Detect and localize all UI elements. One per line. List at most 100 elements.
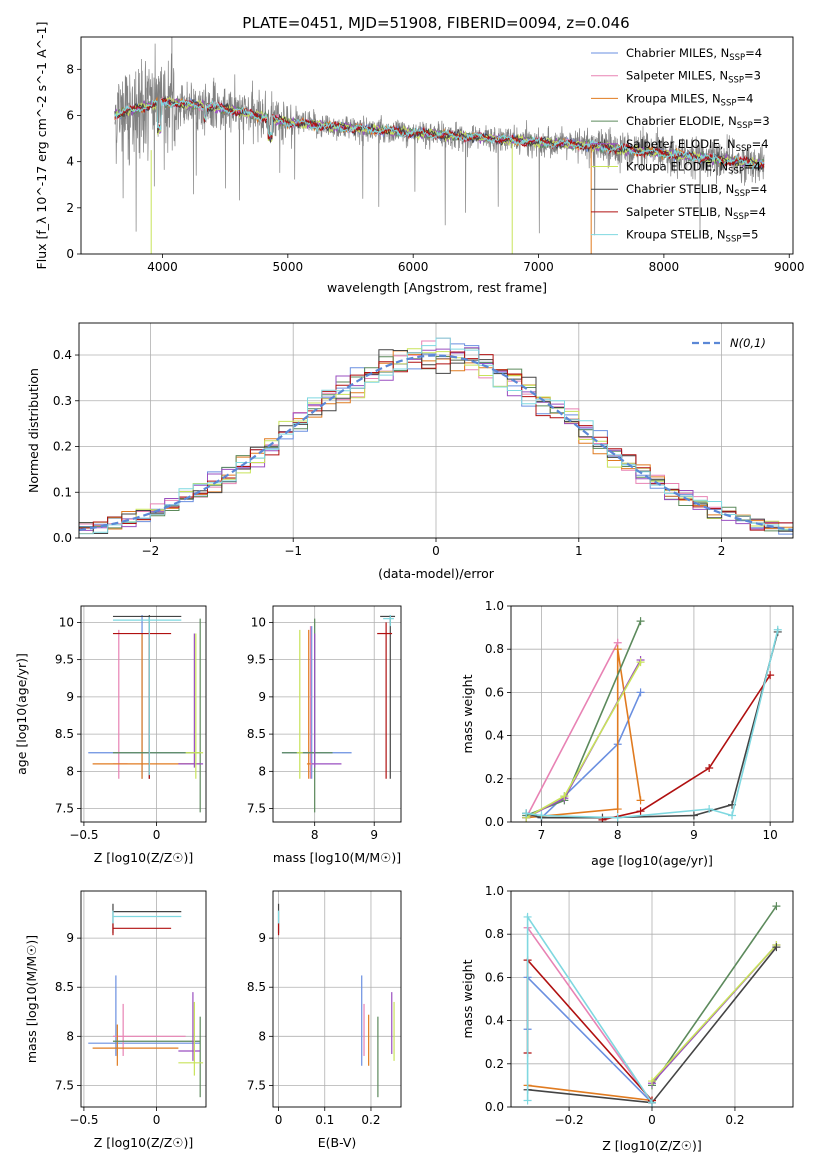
y-tick-label: 9 xyxy=(258,690,266,704)
y-tick-label: 9 xyxy=(66,931,74,945)
weight-marker xyxy=(772,902,781,911)
histogram-4 xyxy=(79,347,793,531)
weight-marker xyxy=(773,625,782,634)
x-axis-label: wavelength [Angstrom, rest frame] xyxy=(327,280,547,295)
weight-series-7 xyxy=(526,957,653,1102)
plot-area xyxy=(523,902,781,1107)
y-tick-label: 0.4 xyxy=(485,1014,504,1028)
y-tick-label: 8.5 xyxy=(247,727,266,741)
x-tick-label: 6000 xyxy=(398,260,429,274)
y-tick-label: 9 xyxy=(258,931,266,945)
weight-marker xyxy=(689,811,698,820)
grid xyxy=(273,891,401,1107)
axes-mass-vs-Z: −0.5 0 7.5 8 8.5 9 Z [log10(Z/Z☉)] mass [log10(… xyxy=(24,890,207,1150)
axes-frame xyxy=(80,36,794,255)
legend-label: Kroupa MILES, NSSP=4 xyxy=(626,91,753,108)
weight-series-3 xyxy=(651,905,778,1086)
y-tick-label: 0.2 xyxy=(485,1057,504,1071)
spectrum-legend: Chabrier MILES, NSSP=4 Salpeter MILES, NS… xyxy=(591,46,770,245)
plot-area xyxy=(88,614,204,813)
grid xyxy=(511,605,793,823)
plot-area xyxy=(281,614,396,813)
plot-area xyxy=(79,337,793,535)
y-tick-label: 0.6 xyxy=(485,970,504,984)
x-tick-label: 0.2 xyxy=(725,1113,744,1127)
y-tick-label: 0.0 xyxy=(53,531,72,545)
legend-label: N(0,1) xyxy=(730,336,766,350)
grid xyxy=(81,606,206,822)
weight-marker xyxy=(636,807,645,816)
y-tick-label: 8.5 xyxy=(55,980,74,994)
histogram-7 xyxy=(79,351,793,531)
weight-series-2 xyxy=(526,649,642,819)
legend-label: Salpeter MILES, NSSP=3 xyxy=(626,69,761,86)
weight-series-0 xyxy=(526,975,653,1104)
x-axis-label: age [log10(age/yr)] xyxy=(591,853,713,868)
x-axis-label: (data-model)/error xyxy=(378,566,495,581)
x-tick-label: 8 xyxy=(614,828,622,842)
x-tick-label: 0.1 xyxy=(315,1113,334,1127)
weight-marker xyxy=(523,912,532,921)
x-tick-label: −2 xyxy=(142,544,160,558)
legend-label: Chabrier MILES, NSSP=4 xyxy=(626,46,762,63)
y-tick-label: 0.1 xyxy=(53,485,72,499)
y-tick-label: 8 xyxy=(66,764,74,778)
x-tick-label: 0.2 xyxy=(361,1113,380,1127)
y-tick-label: 7.5 xyxy=(247,802,266,816)
weight-marker xyxy=(705,805,714,814)
legend-label: Salpeter STELIB, NSSP=4 xyxy=(626,205,766,222)
y-axis-label: Normed distribution xyxy=(26,368,41,493)
x-tick-label: 8000 xyxy=(649,260,680,274)
axes-frame xyxy=(272,605,402,823)
weight-marker xyxy=(537,811,546,820)
x-tick-label: 9 xyxy=(370,828,378,842)
y-tick-label: 0.8 xyxy=(485,642,504,656)
weight-marker xyxy=(705,764,714,772)
weight-marker xyxy=(560,792,569,801)
y-tick-label: 4 xyxy=(66,155,74,169)
weight-marker xyxy=(648,1077,656,1086)
y-tick-label: 0.3 xyxy=(53,394,72,408)
weight-marker xyxy=(728,811,737,820)
x-tick-label: −1 xyxy=(284,544,302,558)
axes-frame xyxy=(272,890,402,1108)
axes-frame xyxy=(510,605,794,823)
axes-frame xyxy=(510,890,794,1108)
y-axis-label: age [log10(age/yr)] xyxy=(14,653,29,775)
x-tick-label: 9 xyxy=(690,828,698,842)
x-tick-label: 0 xyxy=(153,828,161,842)
weight-series-1 xyxy=(525,642,619,819)
x-tick-label: 0 xyxy=(153,1113,161,1127)
axes-residuals: −2 −1 0 1 2 0.0 0.1 0.2 0.3 0.4 (data-model)/error… xyxy=(26,322,794,581)
y-tick-label: 8 xyxy=(66,62,74,76)
weight-series-8 xyxy=(526,629,779,819)
x-tick-label: 0 xyxy=(648,1113,656,1127)
y-tick-label: 0.8 xyxy=(485,927,504,941)
normal-curve xyxy=(79,354,793,532)
y-axis-label: Flux [f_λ 10^-17 erg cm^-2 s^-1 A^-1] xyxy=(34,22,49,270)
axes-frame xyxy=(80,890,207,1108)
y-tick-label: 10 xyxy=(59,615,74,629)
y-tick-label: 1.0 xyxy=(485,884,504,898)
x-tick-label: 1 xyxy=(575,544,583,558)
y-tick-label: 7.5 xyxy=(247,1078,266,1092)
x-tick-label: 2 xyxy=(718,544,726,558)
grid xyxy=(81,891,206,1107)
weight-marker xyxy=(613,813,622,822)
y-tick-label: 8 xyxy=(258,1029,266,1043)
x-tick-label: 0 xyxy=(432,544,440,558)
model-8 xyxy=(114,98,765,170)
weight-marker xyxy=(613,645,622,654)
y-axis-label: mass [log10(M/M☉)] xyxy=(24,935,39,1063)
axes-spectrum: 4000 5000 6000 7000 8000 9000 0 2 4 6 8 wavelength … xyxy=(34,22,805,295)
x-tick-label: −0.2 xyxy=(554,1113,583,1127)
weight-series-7 xyxy=(602,674,771,821)
axes-mass-vs-EBV: 0 0.1 0.2 7.5 8 8.5 9 E(B-V) xyxy=(247,890,402,1150)
legend-label: Kroupa ELODIE, NSSP=4 xyxy=(626,160,761,177)
y-tick-label: 7.5 xyxy=(55,802,74,816)
weight-marker xyxy=(636,658,645,667)
axes-weight-vs-Z: −0.2 0 0.2 0.0 0.2 0.4 0.6 0.8 1.0 Z [log10(Z/Z☉)… xyxy=(460,884,794,1153)
plot-area xyxy=(522,617,782,822)
y-tick-label: 0.2 xyxy=(485,772,504,786)
